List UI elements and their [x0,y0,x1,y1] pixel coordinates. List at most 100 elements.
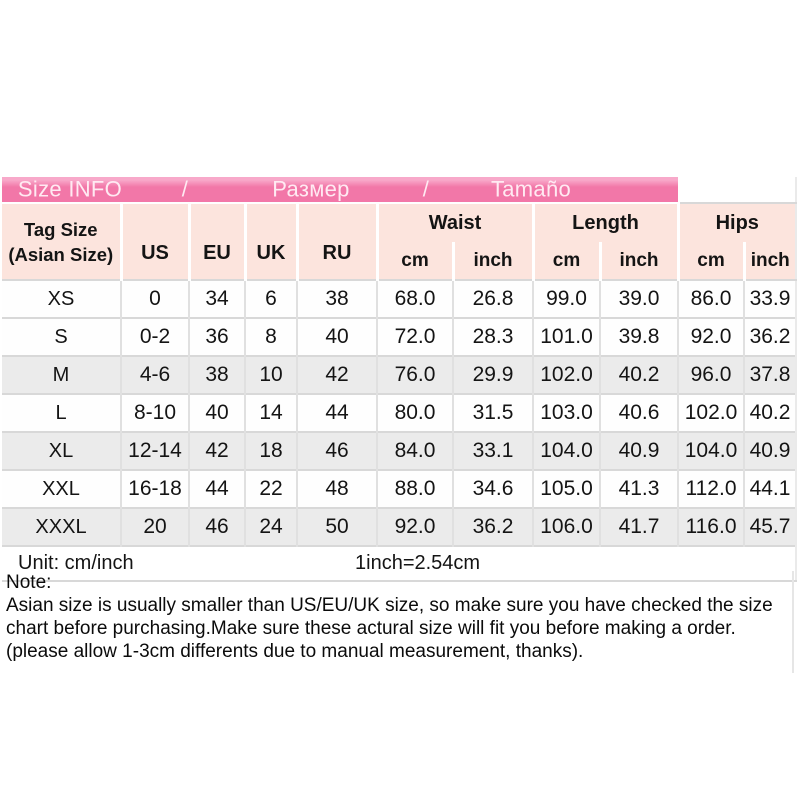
size-label-cell: XS [2,279,121,318]
value-cell-ru: 44 [296,393,377,432]
value-cell-us: 0 [120,279,189,318]
table-row-xs: XS 0 34 6 38 68.0 26.8 99.0 39.0 86.0 33.9 [2,279,797,318]
value-cell-eu: 40 [188,393,245,432]
value-cell-hips-in: 40.9 [743,431,797,470]
table-row-xxxl: XXXL 20 46 24 50 92.0 36.2 106.0 41.7 116.0 45.7 [2,507,797,546]
value-cell-eu: 44 [188,469,245,508]
value-cell-length-in: 39.0 [599,279,678,318]
value-cell-waist-cm: 68.0 [376,279,453,318]
table-row-s: S 0-2 36 8 40 72.0 28.3 101.0 39.8 92.0 36.2 [2,317,797,356]
size-label-cell: S [2,317,121,356]
value-cell-length-in: 39.8 [599,317,678,356]
size-label-cell: XXXL [2,507,121,546]
value-cell-waist-in: 33.1 [452,431,533,470]
header-tag-size-line1: Tag Size [23,218,98,240]
title-slash-2: / [422,175,430,201]
size-table-body: XS 0 34 6 38 68.0 26.8 99.0 39.0 86.0 33.9 S 0-2 36 8 4… [2,279,797,546]
value-cell-hips-cm: 116.0 [677,507,744,546]
value-cell-waist-cm: 92.0 [376,507,453,546]
note-body: Asian size is usually smaller than US/EU… [6,595,773,662]
value-cell-waist-cm: 88.0 [376,469,453,508]
value-cell-us: 12-14 [120,431,189,470]
header-length-inch: inch [598,242,680,281]
value-cell-hips-in: 40.2 [743,393,797,432]
title-tamano: Tamaño [490,175,572,201]
header-length-cm: cm [531,242,602,281]
table-row-xl: XL 12-14 42 18 46 84.0 33.1 104.0 40.9 104.0 40.9 [2,431,797,470]
value-cell-uk: 22 [244,469,297,508]
value-cell-uk: 24 [244,507,297,546]
value-cell-hips-in: 44.1 [743,469,797,508]
header-us: US [119,203,191,280]
value-cell-length-in: 41.7 [599,507,678,546]
value-cell-waist-in: 26.8 [452,279,533,318]
value-cell-length-cm: 104.0 [532,431,600,470]
title-razmer: Размер [272,175,350,201]
value-cell-us: 4-6 [120,355,189,394]
value-cell-hips-in: 37.8 [743,355,797,394]
value-cell-length-cm: 101.0 [532,317,600,356]
header-hips-cm: cm [676,242,746,281]
value-cell-hips-in: 33.9 [743,279,797,318]
title-slash-1: / [181,175,189,201]
value-cell-hips-in: 45.7 [743,507,797,546]
table-row-l: L 8-10 40 14 44 80.0 31.5 103.0 40.6 102.0 40.2 [2,393,797,432]
value-cell-length-cm: 102.0 [532,355,600,394]
value-cell-hips-in: 36.2 [743,317,797,356]
header-ru: RU [295,203,379,280]
value-cell-waist-in: 28.3 [452,317,533,356]
size-chart: Size INFO / Размер / Tamaño Tag Size (As… [2,175,797,582]
header-uk: UK [243,203,299,280]
value-cell-eu: 38 [188,355,245,394]
size-table: Size INFO / Размер / Tamaño Tag Size (As… [2,175,797,582]
value-cell-eu: 36 [188,317,245,356]
table-row-xxl: XXL 16-18 44 22 48 88.0 34.6 105.0 41.3 112.0 44.1 [2,469,797,508]
conversion-label: 1inch=2.54cm [297,545,797,582]
value-cell-waist-cm: 84.0 [376,431,453,470]
value-cell-length-cm: 106.0 [532,507,600,546]
value-cell-uk: 18 [244,431,297,470]
value-cell-ru: 46 [296,431,377,470]
value-cell-uk: 10 [244,355,297,394]
value-cell-us: 16-18 [120,469,189,508]
header-row-groups: Tag Size (Asian Size) US EU UK RU Waist … [2,203,797,280]
value-cell-waist-cm: 80.0 [376,393,453,432]
value-cell-hips-cm: 104.0 [677,431,744,470]
header-hips: Hips [676,203,797,242]
unit-label: Unit: cm/inch [2,545,297,582]
header-waist: Waist [375,203,535,242]
value-cell-waist-cm: 76.0 [376,355,453,394]
value-cell-waist-cm: 72.0 [376,317,453,356]
value-cell-us: 20 [120,507,189,546]
value-cell-waist-in: 36.2 [452,507,533,546]
value-cell-ru: 42 [296,355,377,394]
value-cell-length-in: 41.3 [599,469,678,508]
header-length: Length [531,203,680,242]
title-size-info: Size INFO [17,175,123,201]
value-cell-ru: 38 [296,279,377,318]
value-cell-length-in: 40.9 [599,431,678,470]
value-cell-hips-cm: 86.0 [677,279,744,318]
value-cell-hips-cm: 112.0 [677,469,744,508]
note-section: Note: Asian size is usually smaller than… [6,571,794,673]
value-cell-length-cm: 105.0 [532,469,600,508]
value-cell-eu: 46 [188,507,245,546]
table-row-m: M 4-6 38 10 42 76.0 29.9 102.0 40.2 96.0 37.8 [2,355,797,394]
title-bar: Size INFO / Размер / Tamaño [2,175,678,204]
note-heading: Note: [6,572,52,593]
size-label-cell: M [2,355,121,394]
header-tag-size: Tag Size (Asian Size) [2,203,123,280]
value-cell-eu: 34 [188,279,245,318]
value-cell-waist-in: 34.6 [452,469,533,508]
value-cell-waist-in: 31.5 [452,393,533,432]
header-tag-size-line2: (Asian Size) [8,243,114,265]
unit-row: Unit: cm/inch 1inch=2.54cm [2,545,797,582]
size-label-cell: L [2,393,121,432]
value-cell-hips-cm: 96.0 [677,355,744,394]
value-cell-uk: 8 [244,317,297,356]
value-cell-length-in: 40.6 [599,393,678,432]
value-cell-ru: 40 [296,317,377,356]
value-cell-length-cm: 99.0 [532,279,600,318]
value-cell-waist-in: 29.9 [452,355,533,394]
value-cell-length-cm: 103.0 [532,393,600,432]
